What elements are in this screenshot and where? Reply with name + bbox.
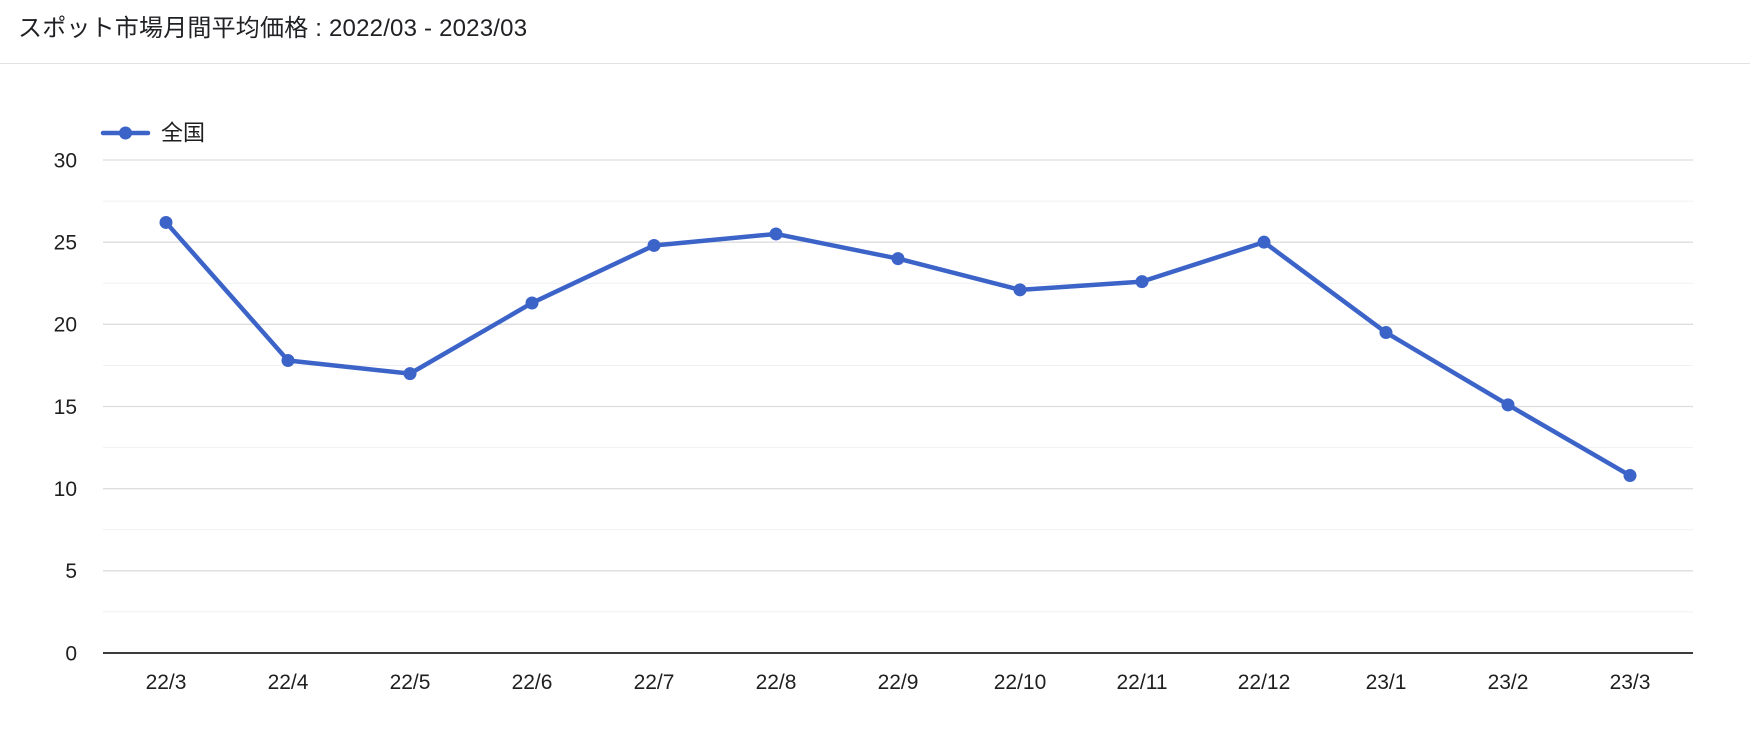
x-tick-label: 22/3 <box>146 671 187 694</box>
y-tick-label: 15 <box>54 396 77 419</box>
x-tick-label: 23/2 <box>1488 671 1529 694</box>
data-point <box>891 252 905 266</box>
data-point <box>1379 326 1393 340</box>
x-tick-label: 22/11 <box>1117 671 1168 694</box>
data-point <box>1013 283 1027 297</box>
x-tick-label: 22/10 <box>994 671 1047 694</box>
legend-marker-dot <box>119 126 132 140</box>
y-tick-label: 5 <box>65 560 77 583</box>
x-tick-label: 22/4 <box>268 671 309 694</box>
chart-header: スポット市場月間平均価格 : 2022/03 - 2023/03 <box>0 0 1750 64</box>
data-point <box>159 215 173 229</box>
x-tick-label: 23/3 <box>1610 671 1651 694</box>
legend-label: 全国 <box>161 121 205 146</box>
chart-title: スポット市場月間平均価格 : 2022/03 - 2023/03 <box>18 15 528 42</box>
data-point <box>1623 469 1637 483</box>
x-tick-label: 22/12 <box>1238 671 1291 694</box>
data-point <box>1135 275 1149 289</box>
y-tick-label: 10 <box>54 478 77 501</box>
data-point <box>281 353 295 367</box>
data-point <box>403 367 417 381</box>
y-tick-label: 30 <box>54 149 77 172</box>
y-tick-label: 25 <box>54 232 77 255</box>
x-tick-label: 22/9 <box>878 671 919 694</box>
y-tick-label: 0 <box>65 642 77 665</box>
data-point <box>647 238 661 252</box>
x-tick-label: 22/8 <box>756 671 797 694</box>
x-tick-label: 23/1 <box>1366 671 1407 694</box>
x-tick-label: 22/7 <box>634 671 675 694</box>
data-point <box>769 227 783 241</box>
data-point <box>1257 235 1271 249</box>
y-tick-label: 20 <box>54 314 77 337</box>
data-point <box>1501 398 1515 412</box>
x-tick-label: 22/5 <box>390 671 431 694</box>
data-point <box>525 296 539 310</box>
x-tick-label: 22/6 <box>512 671 553 694</box>
